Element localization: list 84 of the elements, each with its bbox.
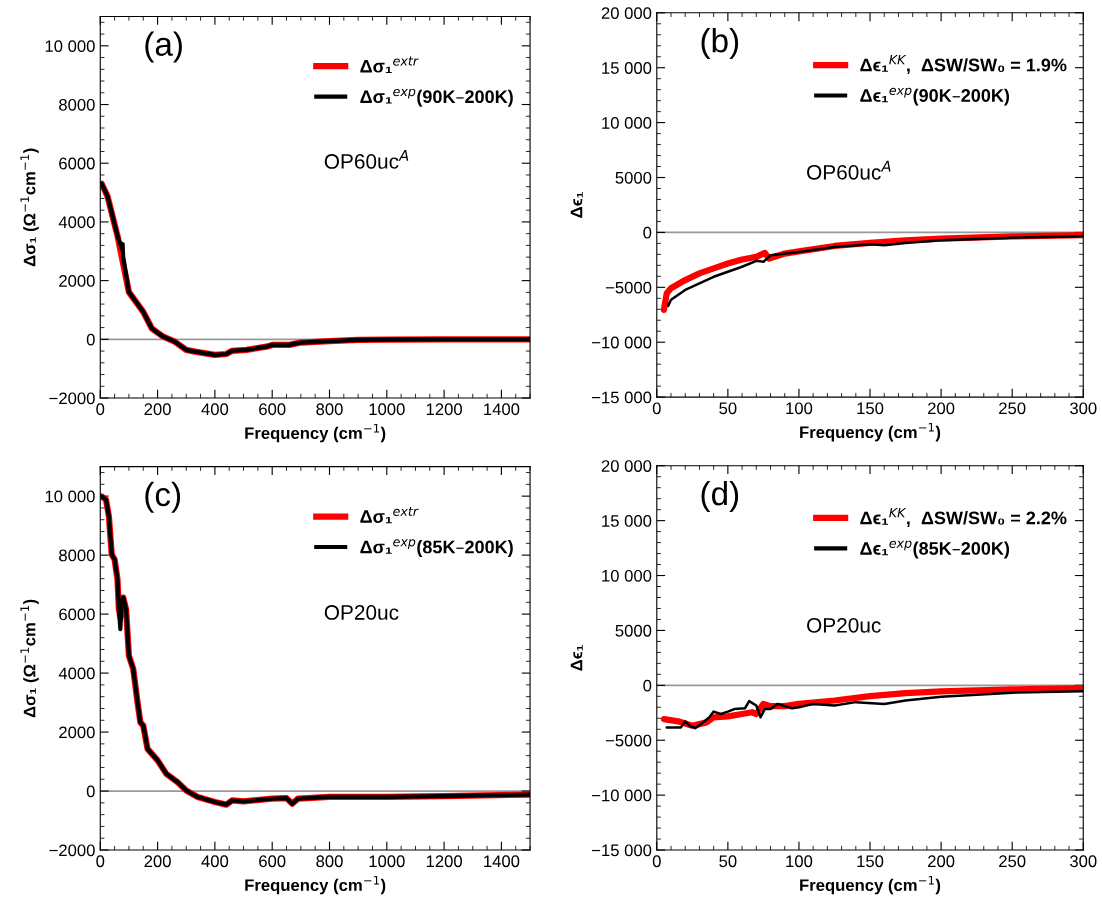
x-tick-label: 1400 (484, 403, 520, 416)
y-axis-title: Δσ₁ (Ω$^{−1}$cm$^{−1}$) (20, 148, 39, 267)
y-tick-label: 8000 (59, 549, 95, 562)
y-tick-label: 20 000 (601, 7, 652, 20)
y-tick-label: −15 000 (592, 391, 652, 404)
x-tick-label: 250 (999, 402, 1026, 415)
legend-label: Δϵ₁$^{exp}$(85K–200K) (860, 540, 1010, 559)
x-tick-label: 600 (259, 403, 286, 416)
x-tick-label: 600 (259, 855, 286, 868)
y-tick-label: 6000 (59, 157, 95, 170)
x-tick-label: 50 (719, 402, 737, 415)
y-axis-title: Δϵ₁ (570, 192, 583, 218)
legend-label: Δϵ₁$^{KK}$, ΔSW/SW₀ = 1.9% (860, 55, 1067, 75)
x-axis-title: Frequency (cm$^{−1}$) (800, 875, 941, 895)
x-tick-label: 800 (316, 855, 343, 868)
x-tick-label: 1000 (369, 855, 405, 868)
x-tick-label: 1200 (426, 403, 462, 416)
x-tick-label: 200 (144, 855, 171, 868)
x-tick-label: 200 (144, 403, 171, 416)
annotation: OP20uc (324, 605, 399, 620)
y-tick-label: 0 (86, 785, 95, 798)
legend-label: Δσ₁$^{extr}$ (360, 506, 419, 524)
annotation: OP20uc (807, 617, 881, 633)
x-axis-title: Frequency (cm$^{−1}$) (800, 423, 941, 442)
annotation: OP60uc$^{A}$ (324, 150, 409, 169)
legend-label: Δσ₁$^{exp}$(90K–200K) (360, 88, 513, 107)
y-tick-label: 15 000 (602, 62, 652, 74)
y-tick-label: 10 000 (602, 569, 652, 582)
annotation: (c) (145, 481, 181, 513)
annotation: (a) (145, 31, 182, 63)
x-tick-label: 0 (652, 855, 661, 868)
y-tick-label: −10 000 (592, 789, 652, 802)
x-axis-title: Frequency (cm$^{−1}$) (245, 875, 386, 895)
y-tick-label: 2000 (59, 726, 95, 739)
x-axis-title: Frequency (cm$^{−1}$) (245, 423, 386, 443)
y-tick-label: −15 000 (592, 844, 652, 857)
y-tick-label: 10 000 (602, 117, 652, 129)
x-tick-label: 800 (316, 403, 343, 416)
x-tick-label: 250 (999, 855, 1026, 868)
y-tick-label: −2000 (49, 392, 95, 405)
x-tick-label: 400 (201, 403, 229, 416)
x-tick-label: 150 (857, 402, 884, 415)
y-tick-label: 2000 (59, 275, 95, 287)
x-tick-label: 50 (719, 855, 737, 868)
y-tick-label: −2000 (49, 844, 95, 857)
y-tick-label: −5000 (605, 281, 652, 294)
annotation: OP60uc$^{A}$ (807, 160, 891, 180)
y-tick-label: 5000 (615, 624, 652, 637)
y-tick-label: 20 000 (601, 460, 652, 472)
y-tick-label: 4000 (58, 667, 95, 680)
y-tick-label: 0 (643, 226, 652, 239)
legend-label: Δσ₁$^{extr}$ (360, 56, 419, 73)
legend-label: Δϵ₁$^{KK}$, ΔSW/SW₀ = 2.2% (860, 508, 1067, 527)
x-tick-label: 400 (201, 855, 229, 868)
y-tick-label: 5000 (615, 171, 652, 184)
x-tick-label: 300 (1070, 402, 1097, 415)
annotation: (b) (701, 28, 739, 60)
x-tick-label: 1200 (426, 855, 462, 868)
annotation: (d) (701, 480, 739, 512)
y-tick-label: 8000 (59, 98, 95, 111)
x-tick-label: 1000 (369, 403, 405, 416)
legend-label: Δϵ₁$^{exp}$(90K–200K) (860, 87, 1010, 106)
x-tick-label: 0 (96, 855, 105, 868)
y-tick-label: 4000 (58, 216, 95, 229)
x-tick-label: 100 (786, 855, 813, 868)
y-axis-title: Δσ₁ (Ω$^{−1}$cm$^{−1}$) (20, 599, 39, 718)
y-tick-label: −5000 (605, 734, 652, 747)
x-tick-label: 150 (857, 855, 884, 868)
legend-label: Δσ₁$^{exp}$(85K–200K) (360, 539, 513, 557)
x-tick-label: 0 (96, 403, 105, 416)
y-tick-label: 0 (643, 679, 652, 692)
x-tick-label: 300 (1070, 855, 1097, 868)
x-tick-label: 100 (786, 402, 813, 415)
x-tick-label: 200 (928, 855, 955, 868)
y-tick-label: −10 000 (592, 336, 652, 349)
y-tick-label: 10 000 (45, 40, 95, 53)
x-tick-label: 1400 (484, 855, 520, 868)
y-tick-label: 0 (86, 333, 95, 346)
x-tick-label: 0 (652, 402, 661, 415)
y-tick-label: 10 000 (45, 490, 95, 503)
y-tick-label: 15 000 (602, 515, 652, 527)
y-tick-label: 6000 (59, 608, 95, 621)
y-axis-title: Δϵ₁ (570, 645, 583, 671)
x-tick-label: 200 (928, 402, 955, 415)
